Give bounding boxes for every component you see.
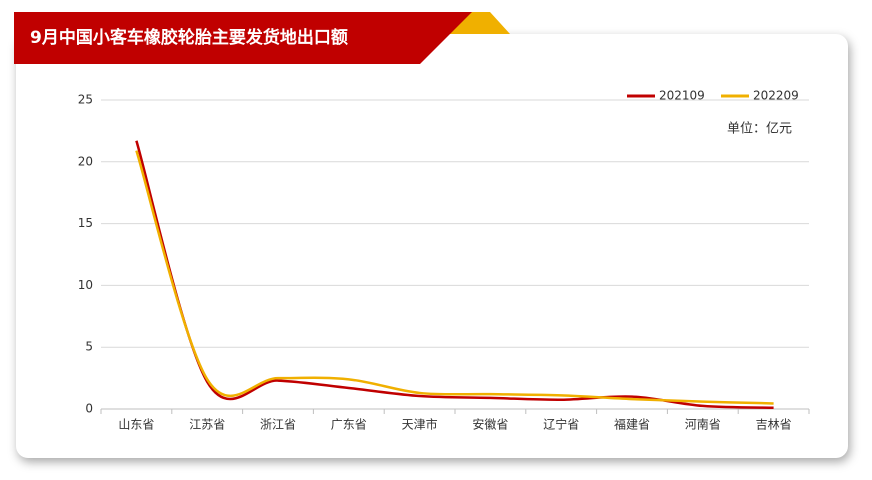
x-tick-label: 广东省 (331, 418, 367, 432)
y-tick-label: 15 (78, 216, 93, 230)
chart-title: 9月中国小客车橡胶轮胎主要发货地出口额 (30, 27, 348, 48)
title-banner (14, 12, 472, 64)
x-tick-label: 河南省 (685, 417, 721, 432)
x-tick-label: 天津市 (402, 417, 438, 432)
legend-label: 202109 (659, 89, 705, 103)
y-tick-label: 20 (78, 154, 93, 168)
x-tick-label: 辽宁省 (543, 417, 579, 432)
x-tick-label: 吉林省 (756, 418, 792, 432)
y-tick-label: 10 (78, 278, 93, 292)
unit-label: 单位：亿元 (727, 122, 792, 137)
series-line (135, 150, 774, 405)
y-tick-label: 5 (85, 340, 93, 354)
x-tick-label: 安徽省 (472, 417, 508, 432)
series-line (135, 140, 774, 410)
y-tick-label: 25 (78, 93, 93, 107)
chart-card (16, 34, 848, 458)
x-tick-label: 福建省 (614, 417, 650, 432)
y-tick-label: 0 (85, 402, 93, 416)
x-tick-label: 浙江省 (260, 418, 296, 432)
x-tick-label: 山东省 (118, 418, 154, 432)
x-tick-label: 江苏省 (189, 418, 225, 432)
legend-label: 202209 (753, 89, 799, 103)
